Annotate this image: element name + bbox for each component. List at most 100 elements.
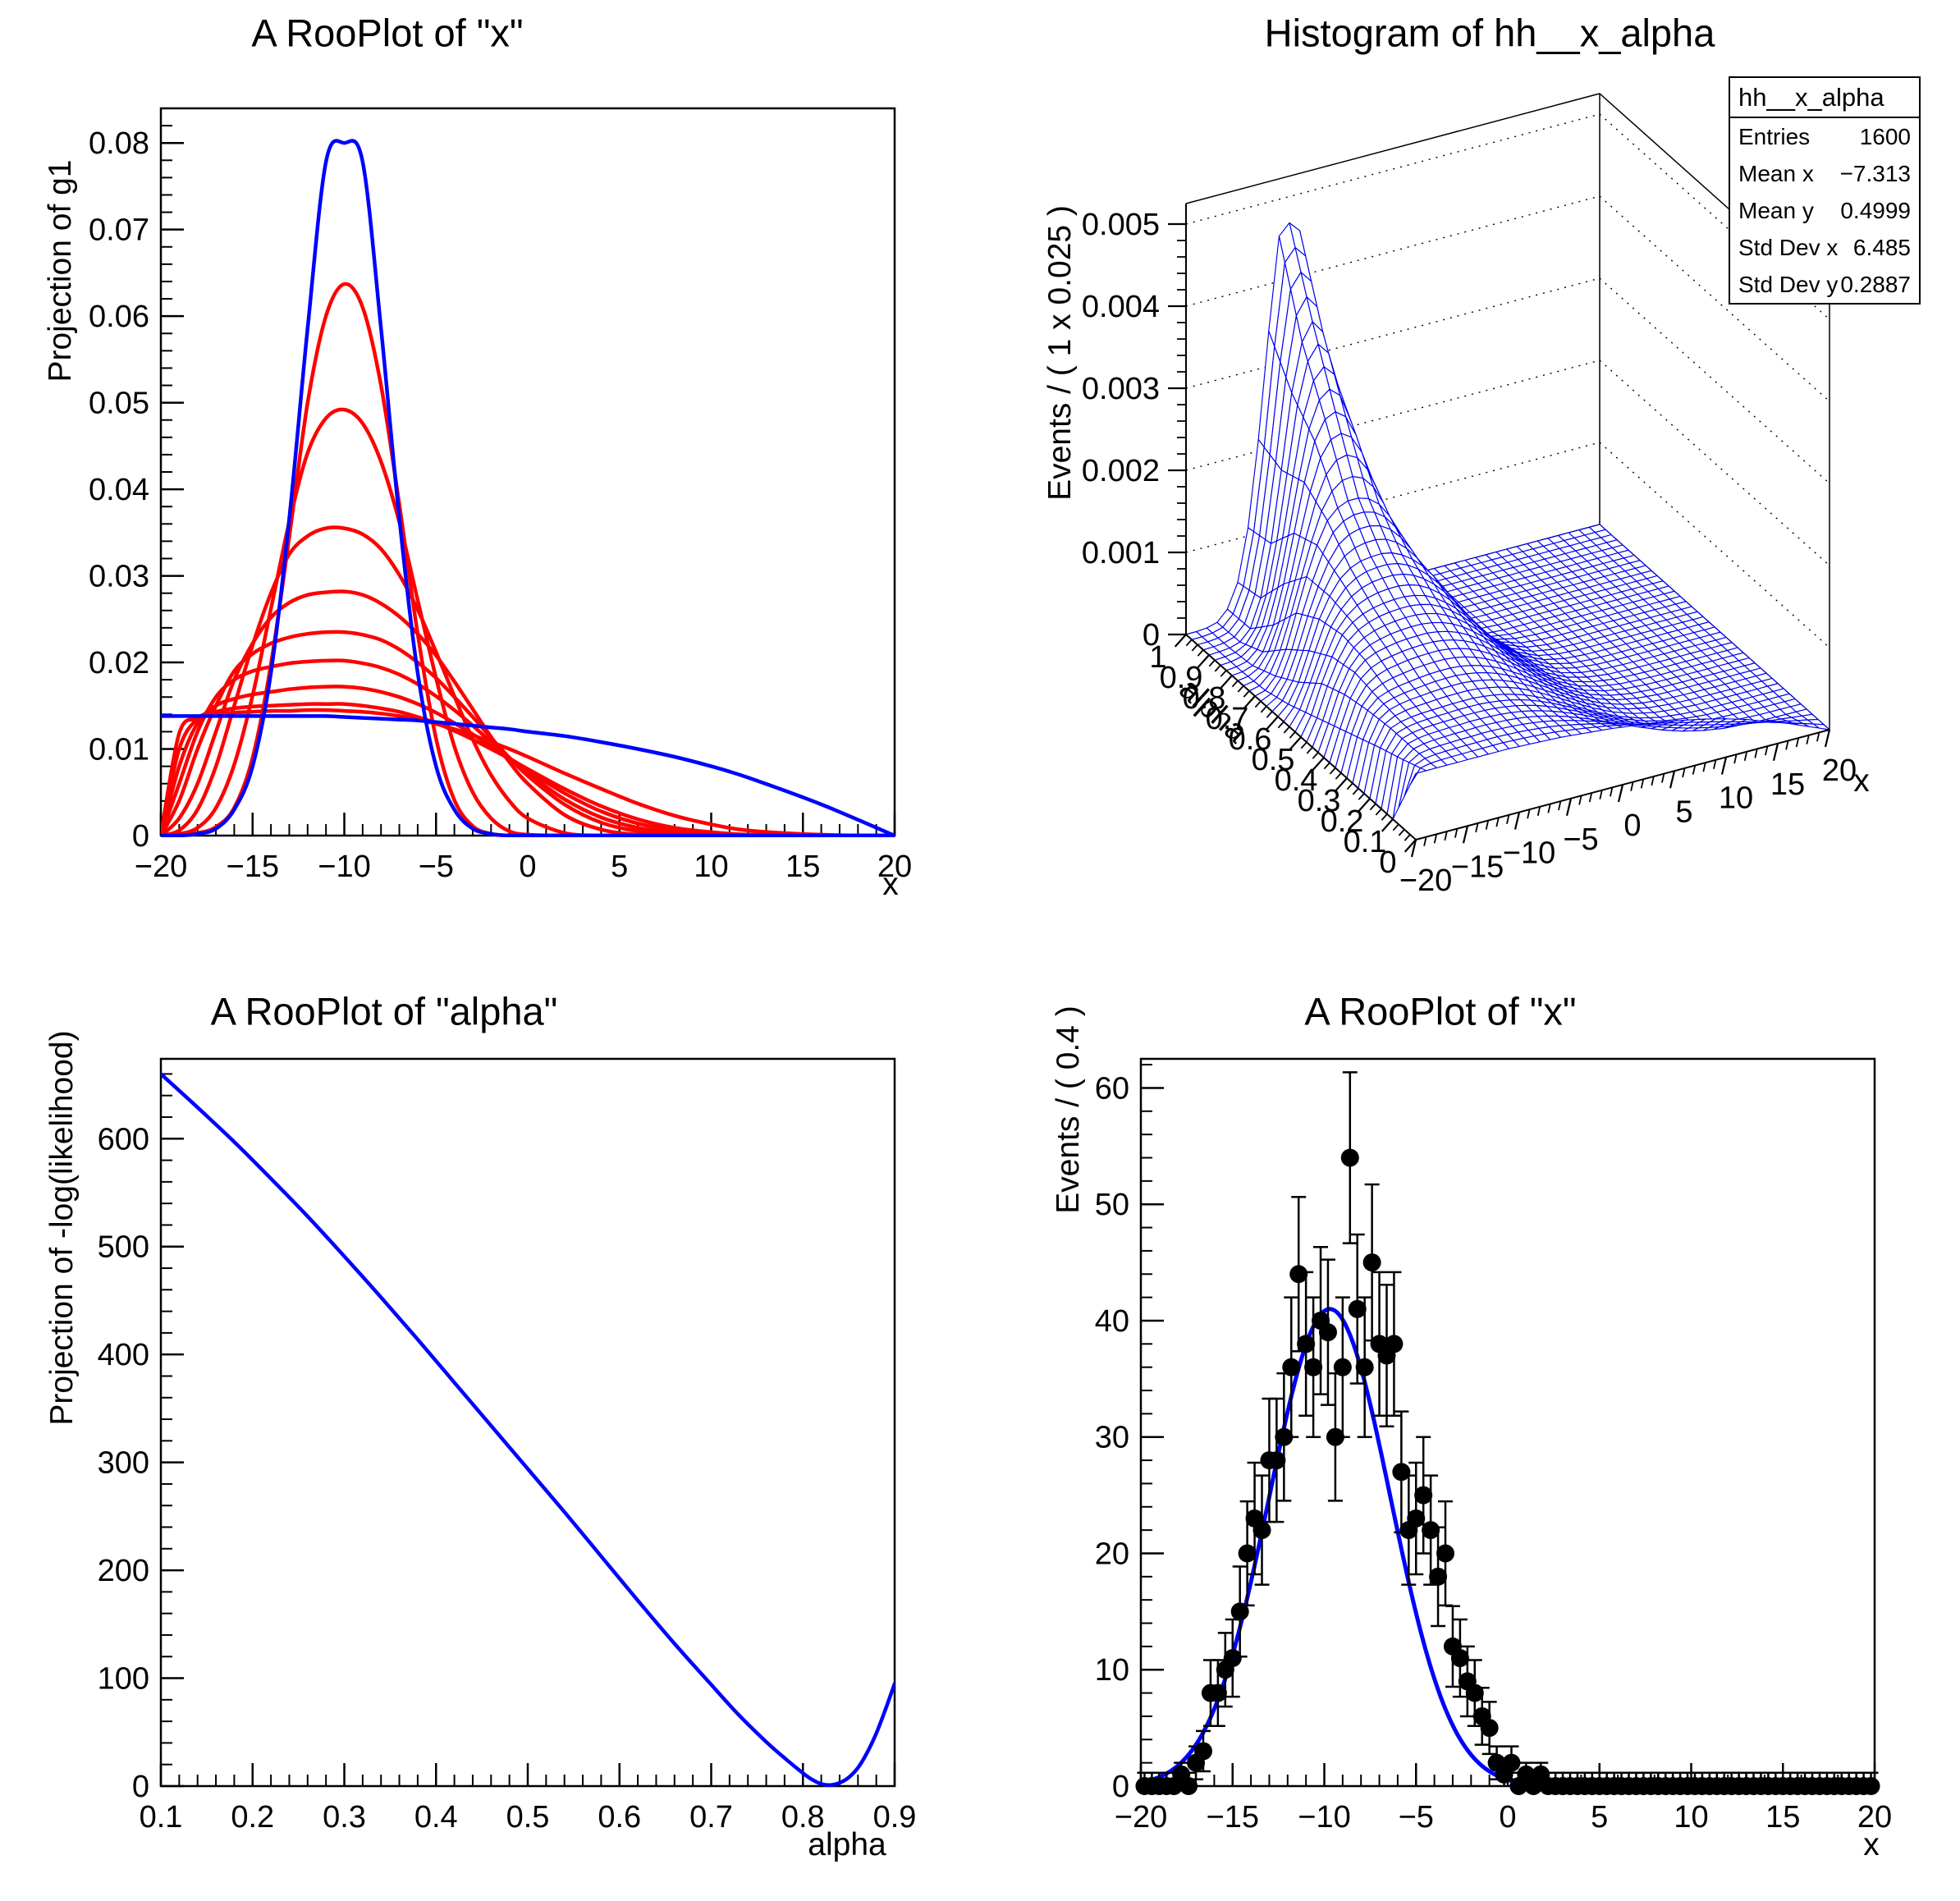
svg-text:0.02: 0.02 — [89, 646, 149, 680]
pad2-title: Histogram of hh__x_alpha — [1264, 11, 1715, 55]
svg-text:5: 5 — [1591, 1800, 1608, 1835]
svg-text:0: 0 — [1112, 1770, 1129, 1804]
svg-text:0.2: 0.2 — [231, 1800, 274, 1835]
svg-text:10: 10 — [694, 850, 728, 884]
svg-text:0: 0 — [132, 1770, 149, 1804]
svg-text:10: 10 — [1719, 781, 1753, 816]
svg-text:15: 15 — [1765, 1800, 1800, 1835]
stats-row-value: 6.485 — [1852, 235, 1911, 260]
svg-text:0.6: 0.6 — [598, 1800, 641, 1835]
svg-text:50: 50 — [1095, 1188, 1129, 1222]
stats-row-value: 0.4999 — [1840, 198, 1911, 223]
svg-text:0: 0 — [519, 850, 536, 884]
svg-text:0.8: 0.8 — [1183, 681, 1226, 716]
svg-text:300: 300 — [98, 1446, 149, 1481]
svg-text:0: 0 — [1623, 808, 1641, 843]
stats-box: hh__x_alpha Entries 1600 Mean x −7.313 Mean … — [1729, 76, 1921, 305]
svg-text:−20: −20 — [1399, 863, 1452, 898]
svg-text:100: 100 — [98, 1662, 149, 1697]
svg-text:5: 5 — [1675, 795, 1692, 829]
pad3-x-axis-title: alpha — [808, 1827, 886, 1862]
stats-row-label: Mean y — [1738, 198, 1814, 223]
svg-text:0.001: 0.001 — [1082, 536, 1160, 570]
svg-text:10: 10 — [1674, 1800, 1708, 1835]
pad1-x-axis-title: x — [882, 867, 899, 902]
svg-text:20: 20 — [1095, 1537, 1129, 1571]
svg-text:30: 30 — [1095, 1421, 1129, 1455]
stats-rows: Entries 1600 Mean x −7.313 Mean y 0.4999 Std D… — [1730, 118, 1919, 303]
svg-text:0.3: 0.3 — [323, 1800, 366, 1835]
svg-text:0.4: 0.4 — [414, 1800, 458, 1835]
stats-row: Entries 1600 — [1730, 118, 1919, 155]
pad4-title: A RooPlot of "x" — [1304, 989, 1577, 1033]
svg-text:500: 500 — [98, 1230, 149, 1265]
svg-text:20: 20 — [1857, 1800, 1892, 1835]
svg-text:15: 15 — [1770, 767, 1805, 802]
svg-text:0.002: 0.002 — [1082, 454, 1160, 488]
stats-box-title: hh__x_alpha — [1730, 78, 1919, 118]
svg-text:−20: −20 — [135, 850, 187, 884]
svg-text:−15: −15 — [1451, 850, 1504, 884]
pad2-x-axis-title: x — [1853, 763, 1870, 799]
pad1-title: A RooPlot of "x" — [251, 11, 524, 55]
svg-text:0.03: 0.03 — [89, 560, 149, 594]
svg-text:0.9: 0.9 — [873, 1800, 917, 1835]
pad1-y-axis-title: Projection of g1 — [43, 159, 78, 382]
svg-text:0: 0 — [1499, 1800, 1516, 1835]
svg-text:0: 0 — [1379, 845, 1396, 880]
svg-text:40: 40 — [1095, 1304, 1129, 1339]
svg-text:20: 20 — [877, 850, 912, 884]
svg-text:0.3: 0.3 — [1298, 784, 1341, 818]
svg-text:15: 15 — [785, 850, 820, 884]
svg-text:0.7: 0.7 — [1206, 702, 1249, 736]
svg-text:−15: −15 — [227, 850, 279, 884]
stats-row: Std Dev y 0.2887 — [1730, 266, 1919, 303]
svg-text:−20: −20 — [1115, 1800, 1167, 1835]
svg-text:−5: −5 — [1563, 822, 1598, 857]
stats-row-value: −7.313 — [1839, 161, 1911, 186]
pad4-y-axis-title: Events / ( 0.4 ) — [1051, 1005, 1086, 1214]
svg-text:−5: −5 — [419, 850, 454, 884]
svg-text:1: 1 — [1149, 640, 1166, 675]
svg-text:0.7: 0.7 — [689, 1800, 733, 1835]
svg-text:0.003: 0.003 — [1082, 372, 1160, 406]
stats-row: Std Dev x 6.485 — [1730, 229, 1919, 266]
stats-row: Mean x −7.313 — [1730, 155, 1919, 192]
pad3-y-axis-title: Projection of -log(likelihood) — [44, 1030, 80, 1426]
svg-text:600: 600 — [98, 1122, 149, 1157]
stats-row-value: 1600 — [1859, 124, 1911, 149]
svg-text:0.8: 0.8 — [781, 1800, 825, 1835]
svg-text:0.1: 0.1 — [140, 1800, 183, 1835]
svg-text:400: 400 — [98, 1338, 149, 1372]
stats-row-label: Std Dev x — [1738, 235, 1839, 260]
svg-text:5: 5 — [611, 850, 628, 884]
svg-text:0.01: 0.01 — [89, 733, 149, 767]
svg-text:0.5: 0.5 — [506, 1800, 550, 1835]
svg-text:0.06: 0.06 — [89, 300, 149, 334]
svg-text:60: 60 — [1095, 1071, 1129, 1106]
svg-text:20: 20 — [1822, 754, 1857, 788]
svg-text:0.6: 0.6 — [1229, 722, 1272, 757]
stats-row-label: Entries — [1738, 124, 1811, 149]
svg-text:−10: −10 — [318, 850, 370, 884]
svg-text:0: 0 — [1143, 618, 1160, 653]
svg-text:0: 0 — [132, 819, 149, 854]
stats-row-label: Std Dev y — [1738, 272, 1839, 297]
svg-text:0.9: 0.9 — [1160, 661, 1203, 695]
svg-text:0.5: 0.5 — [1252, 743, 1295, 777]
stats-row-value: 0.2887 — [1840, 272, 1911, 297]
svg-text:10: 10 — [1095, 1653, 1129, 1688]
svg-text:200: 200 — [98, 1554, 149, 1588]
svg-text:−5: −5 — [1399, 1800, 1434, 1835]
stats-row-label: Mean x — [1738, 161, 1814, 186]
svg-text:0.04: 0.04 — [89, 473, 149, 507]
svg-text:0.08: 0.08 — [89, 126, 149, 161]
pad3-title: A RooPlot of "alpha" — [210, 989, 558, 1033]
svg-text:0.4: 0.4 — [1275, 763, 1318, 798]
svg-text:0.004: 0.004 — [1082, 290, 1160, 324]
svg-text:0.2: 0.2 — [1321, 804, 1364, 839]
pad2-z-axis-title: Events / ( 1 x 0.025 ) — [1042, 205, 1078, 501]
svg-text:−10: −10 — [1298, 1800, 1350, 1835]
svg-text:0.005: 0.005 — [1082, 208, 1160, 242]
